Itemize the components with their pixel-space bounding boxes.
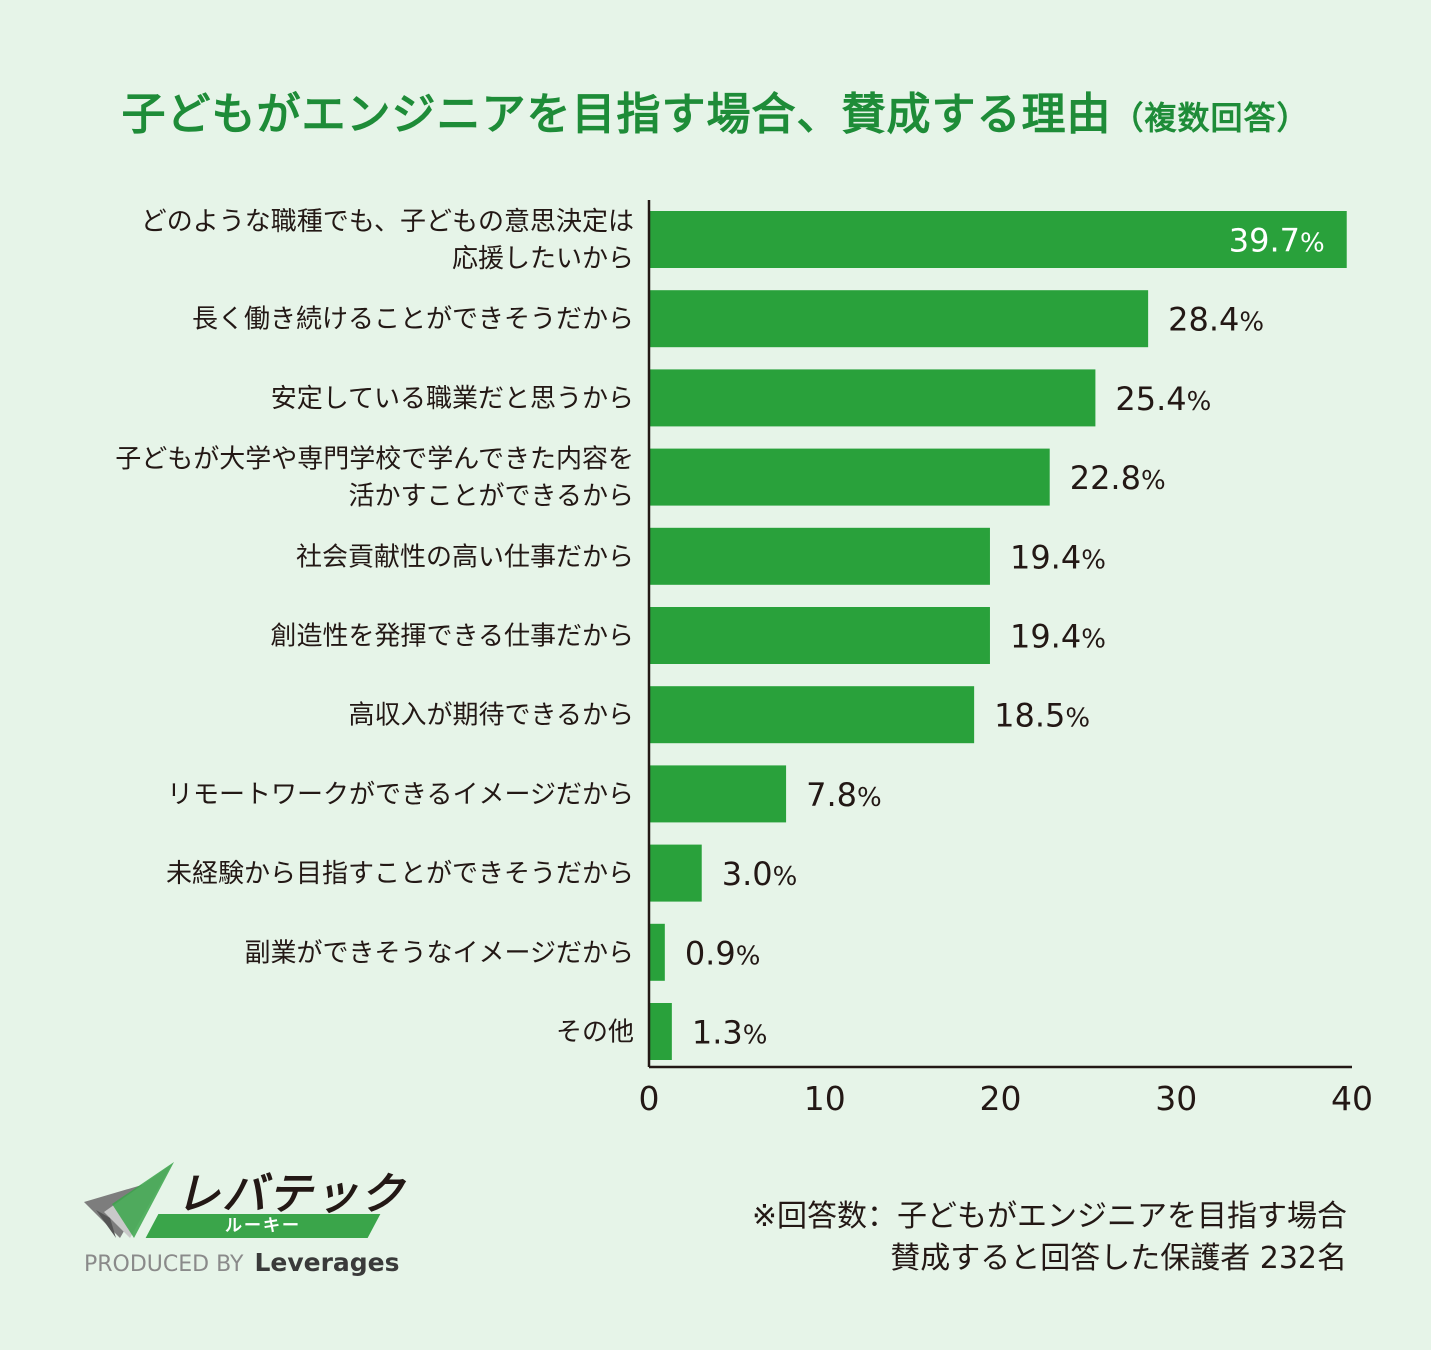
bar-chart: どのような職種でも、子どもの意思決定は応援したいから 39.7% 長く働き続けること… (115, 200, 1373, 1118)
x-tick-label-2: 20 (980, 1079, 1022, 1118)
value-label-8: 3.0% (722, 855, 798, 893)
category-label-0: どのような職種でも、子どもの意思決定は応援したいから (141, 207, 634, 274)
bar-2 (649, 369, 1096, 427)
category-label-2: 安定している職業だと思うから (271, 384, 634, 414)
x-tick-label-4: 40 (1331, 1079, 1373, 1118)
bar-0 (649, 211, 1347, 268)
logo-band-text: ルーキー (225, 1216, 301, 1236)
value-label-1: 28.4% (1168, 301, 1264, 339)
brand-name: Leverages (254, 1248, 400, 1277)
levtech-logo-icon (84, 1162, 174, 1238)
category-label-8: 未経験から目指すことができそうだから (166, 859, 634, 889)
chart-title: 子どもがエンジニアを目指す場合、賛成する理由（複数回答） (0, 78, 1431, 142)
produced-by: PRODUCED BY Leverages (84, 1248, 400, 1277)
value-label-6: 18.5% (994, 697, 1090, 735)
x-tick-label-1: 10 (804, 1079, 846, 1118)
value-label-10: 1.3% (692, 1014, 768, 1052)
value-label-3: 22.8% (1070, 459, 1166, 497)
produced-by-label: PRODUCED BY (84, 1252, 244, 1277)
respondent-note: ※回答数：子どもがエンジニアを目指す場合 賛成すると回答した保護者 232名 (752, 1196, 1347, 1280)
chart-title-main: 子どもがエンジニアを目指す場合、賛成する理由 (121, 89, 1112, 140)
value-label-4: 19.4% (1010, 538, 1106, 576)
bar-10 (649, 1003, 672, 1060)
bar-6 (649, 686, 975, 744)
value-label-0: 39.7% (1229, 222, 1325, 260)
value-label-9: 0.9% (685, 934, 761, 972)
category-label-4: 社会貢献性の高い仕事だから (296, 542, 634, 572)
category-label-3: 子どもが大学や専門学校で学んできた内容を活かすことができるから (115, 445, 634, 512)
category-label-6: 高収入が期待できるから (349, 701, 634, 731)
bar-8 (649, 844, 702, 902)
bar-9 (649, 923, 665, 981)
logo-name: レバテック (176, 1169, 406, 1220)
category-label-7: リモートワークができるイメージだから (167, 780, 634, 810)
chart-title-sub: （複数回答） (1111, 99, 1310, 137)
bar-5 (649, 607, 990, 664)
note-line-2: 賛成すると回答した保護者 232名 (890, 1241, 1347, 1276)
bar-4 (649, 527, 990, 585)
x-tick-label-0: 0 (639, 1079, 660, 1118)
bar-7 (649, 765, 787, 823)
bar-3 (649, 448, 1050, 506)
category-label-1: 長く働き続けることができそうだから (192, 305, 634, 335)
value-label-5: 19.4% (1010, 618, 1106, 656)
category-label-10: その他 (556, 1018, 634, 1048)
category-label-5: 創造性を発揮できる仕事だから (271, 622, 634, 652)
value-label-7: 7.8% (806, 776, 882, 814)
bar-1 (649, 290, 1149, 348)
note-line-1: ※回答数：子どもがエンジニアを目指す場合 (751, 1199, 1347, 1234)
x-tick-label-3: 30 (1155, 1079, 1197, 1118)
value-label-2: 25.4% (1115, 380, 1211, 418)
category-label-9: 副業ができそうなイメージだから (245, 938, 634, 968)
